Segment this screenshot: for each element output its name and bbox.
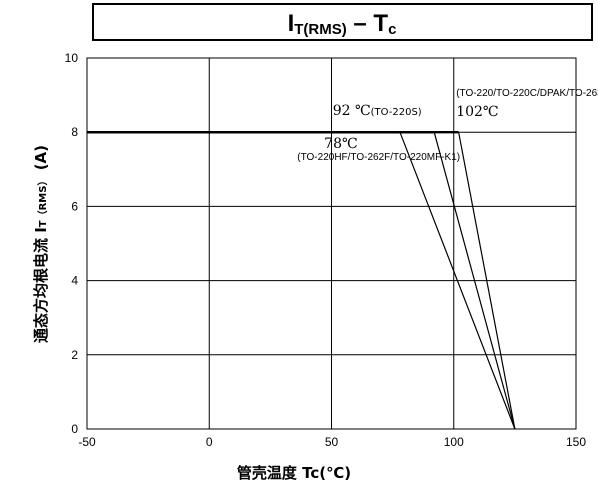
y-tick-label-4: 8 bbox=[71, 125, 78, 139]
annotation-a102: 102℃ bbox=[456, 104, 498, 120]
title-suffix: T bbox=[373, 10, 388, 37]
title-suffix-subscript: c bbox=[388, 21, 396, 38]
series bbox=[87, 130, 516, 430]
chart-title: IT(RMS) – Tc bbox=[92, 3, 593, 41]
y-axis-label-main: 通态方均根电流 I bbox=[32, 227, 50, 343]
y-tick-label-0: 0 bbox=[71, 422, 78, 436]
series-1-derating-line bbox=[433, 132, 516, 430]
y-tick-label-1: 2 bbox=[71, 348, 78, 362]
plot-frame bbox=[86, 57, 577, 430]
x-axis-label: 管壳温度 Tc(℃) bbox=[237, 464, 351, 482]
grid bbox=[86, 57, 577, 430]
series-2-derating-line bbox=[458, 132, 516, 430]
x-tick-labels: -50 0 50 100 150 bbox=[78, 435, 586, 449]
x-tick-label-2: 50 bbox=[325, 435, 339, 449]
y-tick-label-2: 4 bbox=[71, 274, 78, 288]
annotations: (TO-220/TO-220C/DPAK/TO-263) 92 ℃ (TO-220S… bbox=[297, 88, 598, 163]
annotation-a92_pkg: (TO-220S) bbox=[371, 107, 422, 118]
y-axis-label: 通态方均根电流 IT（RMS） (A) bbox=[32, 145, 50, 343]
y-tick-label-3: 6 bbox=[71, 199, 78, 213]
annotation-a92: 92 ℃ bbox=[333, 103, 371, 119]
title-dash: – bbox=[347, 10, 374, 37]
annotation-a102_pkg: (TO-220/TO-220C/DPAK/TO-263) bbox=[456, 88, 598, 99]
title-subscript: T(RMS) bbox=[294, 21, 347, 38]
annotation-a78_pkg: (TO-220HF/TO-262F/TO-220MF-K1) bbox=[297, 152, 460, 163]
y-axis-label-sub: T（RMS） bbox=[36, 176, 49, 228]
y-axis-label-unit: (A) bbox=[32, 145, 50, 176]
x-tick-label-0: -50 bbox=[78, 435, 96, 449]
annotation-a78: 78℃ bbox=[324, 136, 357, 152]
chart-title-text: IT(RMS) – Tc bbox=[288, 10, 397, 38]
x-tick-label-4: 150 bbox=[566, 435, 586, 449]
title-box bbox=[92, 3, 593, 41]
x-tick-label-1: 0 bbox=[206, 435, 213, 449]
title-prefix: I bbox=[288, 10, 295, 37]
y-tick-labels: 0 2 4 6 8 10 bbox=[65, 51, 79, 436]
y-tick-label-5: 10 bbox=[65, 51, 79, 65]
series-0-derating-line bbox=[399, 131, 516, 430]
x-tick-label-3: 100 bbox=[444, 435, 464, 449]
